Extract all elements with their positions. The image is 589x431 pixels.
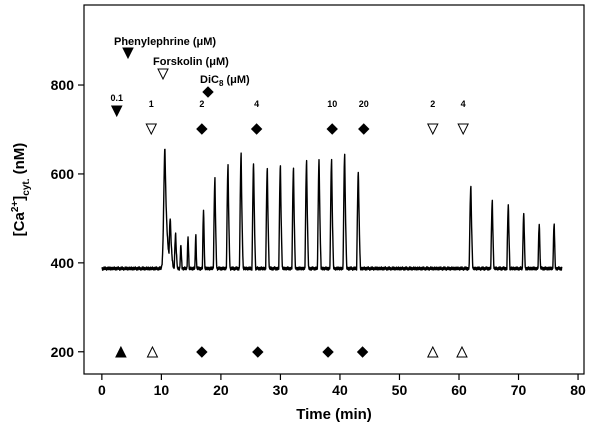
x-tick-label: 20 [213,382,229,398]
y-title-superscript: 2+ [10,201,21,213]
removal-marker [427,345,439,358]
dose-label: 2 [430,99,435,109]
dose-label: 1 [149,99,154,109]
y-tick-label: 800 [51,77,75,93]
plot-frame [83,4,585,375]
y-title-part: [Ca [11,211,28,236]
removal-markers [115,345,468,358]
y-title-part: ] [11,196,28,201]
x-tick-label: 40 [332,382,348,398]
x-tick-label: 30 [273,382,289,398]
legend-label: DiC8 (μM) [200,74,250,88]
dose-label: 20 [359,99,369,109]
legend-marker [202,86,214,98]
removal-marker [356,346,369,358]
calcium-trace [101,148,563,271]
x-tick-label: 80 [570,382,586,398]
removal-marker [322,346,334,358]
addition-marker [196,123,208,135]
y-title-subscript: cyt. [21,178,32,195]
y-tick-label: 400 [51,255,75,271]
addition-marker [427,123,439,136]
dose-label: 10 [327,99,337,109]
x-tick-label: 0 [98,382,106,398]
dose-label: 4 [461,99,466,109]
removal-marker [456,345,468,358]
removal-marker [252,346,264,358]
x-tick-label: 60 [451,382,467,398]
addition-marker [457,123,469,136]
x-axis-title: Time (min) [296,406,372,423]
y-axis-title: [Ca2+]cyt. (nM) [10,143,32,237]
addition-marker [250,123,263,135]
addition-marker [145,123,158,136]
legend-label: Phenylephrine (μM) [114,36,216,48]
removal-marker [115,345,127,358]
y-tick-label: 600 [51,166,75,182]
dose-label: 0.1 [110,93,123,103]
legend-marker [157,68,169,81]
x-tick-label: 50 [392,382,408,398]
y-tick-label: 200 [51,344,75,360]
dose-label: 2 [199,99,204,109]
axis-ticks: 0 10 20 30 40 50 60 70 80 200 400 600 800 [51,77,586,398]
legend-marker [122,47,134,60]
calcium-trace-line [101,148,563,271]
removal-marker [146,345,159,358]
addition-marker [110,105,123,118]
removal-marker [196,346,208,358]
addition-markers: 0.1 1 2 4 10 20 2 4 [110,93,469,136]
legend: Phenylephrine (μM) Forskolin (μM) DiC8 (μM… [114,36,250,98]
addition-marker [326,123,338,135]
y-title-part: (nM) [11,143,28,179]
x-tick-label: 10 [154,382,170,398]
x-tick-label: 70 [511,382,527,398]
dose-label: 4 [254,99,259,109]
addition-marker [358,123,370,135]
legend-label: Forskolin (μM) [153,56,229,68]
